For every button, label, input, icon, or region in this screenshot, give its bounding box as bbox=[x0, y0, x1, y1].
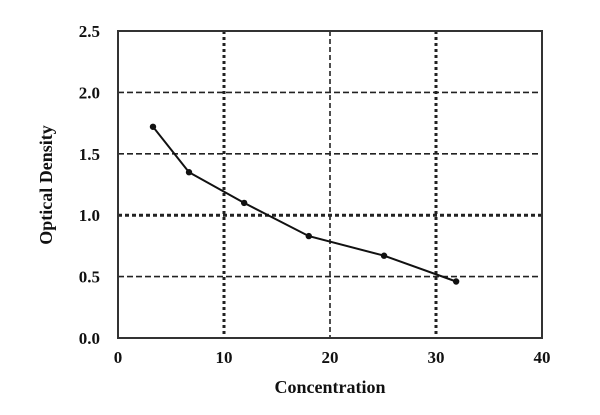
x-tick-label: 40 bbox=[534, 348, 551, 367]
grid-lines bbox=[118, 31, 542, 338]
y-tick-label: 1.5 bbox=[79, 145, 100, 164]
y-tick-label: 1.0 bbox=[79, 206, 100, 225]
data-point-marker bbox=[452, 278, 460, 285]
series-line bbox=[152, 126, 457, 283]
data-point-marker bbox=[240, 199, 248, 207]
data-series bbox=[149, 123, 460, 285]
y-axis-label: Optical Density bbox=[36, 125, 56, 245]
data-point-marker bbox=[149, 123, 157, 130]
y-tick-label: 0.5 bbox=[79, 268, 100, 287]
y-axis-ticks: 0.0 0.5 1.0 1.5 2.0 2.5 bbox=[79, 22, 100, 348]
y-tick-label: 2.5 bbox=[79, 22, 100, 41]
y-tick-label: 2.0 bbox=[79, 83, 100, 102]
x-tick-label: 10 bbox=[216, 348, 233, 367]
y-tick-label: 0.0 bbox=[79, 329, 100, 348]
x-axis-ticks: 0 10 20 30 40 bbox=[114, 348, 551, 367]
plot-frame bbox=[117, 30, 543, 339]
x-tick-label: 30 bbox=[428, 348, 445, 367]
data-point-marker bbox=[185, 169, 193, 176]
x-axis-label: Concentration bbox=[275, 377, 386, 397]
data-point-marker bbox=[380, 252, 388, 259]
x-tick-label: 0 bbox=[114, 348, 123, 367]
x-tick-label: 20 bbox=[322, 348, 339, 367]
data-point-marker bbox=[305, 232, 312, 240]
